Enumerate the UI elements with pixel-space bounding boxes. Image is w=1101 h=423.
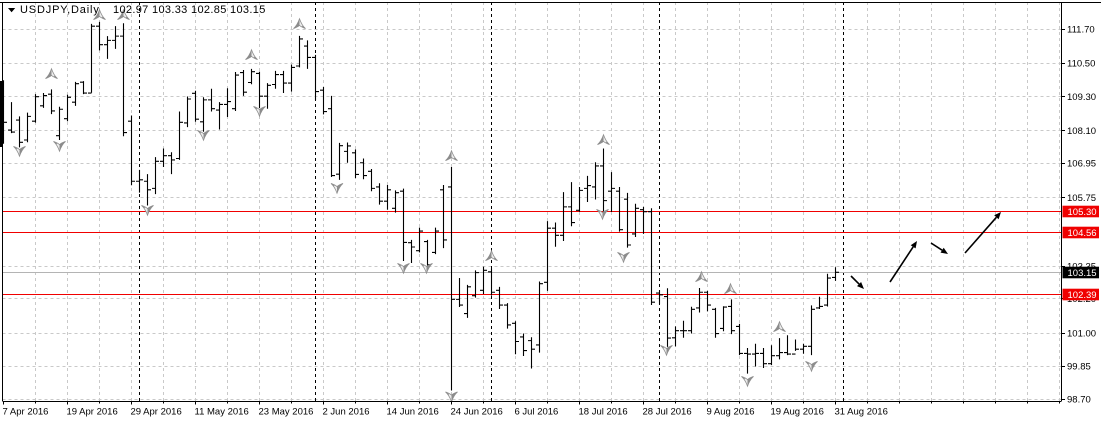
svg-text:19 Aug 2016: 19 Aug 2016 <box>771 407 824 418</box>
svg-text:9 Aug 2016: 9 Aug 2016 <box>707 407 755 418</box>
svg-text:104.56: 104.56 <box>1068 228 1097 239</box>
svg-text:28 Jul 2016: 28 Jul 2016 <box>643 407 692 418</box>
svg-text:105.30: 105.30 <box>1068 207 1097 218</box>
svg-text:108.10: 108.10 <box>1067 126 1096 137</box>
svg-text:111.70: 111.70 <box>1067 24 1095 35</box>
svg-text:106.95: 106.95 <box>1067 158 1096 169</box>
svg-text:31 Aug 2016: 31 Aug 2016 <box>835 407 888 418</box>
svg-text:102.97 103.33 102.85 103.15: 102.97 103.33 102.85 103.15 <box>113 4 266 16</box>
svg-text:101.00: 101.00 <box>1067 328 1096 339</box>
svg-text:6 Jul 2016: 6 Jul 2016 <box>515 407 559 418</box>
svg-text:19 Apr 2016: 19 Apr 2016 <box>67 407 118 418</box>
svg-text:98.70: 98.70 <box>1067 395 1091 406</box>
svg-text:18 Jul 2016: 18 Jul 2016 <box>579 407 628 418</box>
svg-text:99.85: 99.85 <box>1067 362 1091 373</box>
svg-text:110.50: 110.50 <box>1067 59 1095 70</box>
svg-text:2 Jun 2016: 2 Jun 2016 <box>323 407 370 418</box>
svg-text:7 Apr 2016: 7 Apr 2016 <box>3 407 49 418</box>
svg-text:24 Jun 2016: 24 Jun 2016 <box>451 407 503 418</box>
svg-text:29 Apr 2016: 29 Apr 2016 <box>131 407 182 418</box>
svg-text:102.39: 102.39 <box>1068 290 1097 301</box>
svg-text:109.30: 109.30 <box>1067 92 1096 103</box>
svg-text:11 May 2016: 11 May 2016 <box>195 407 249 418</box>
svg-text:14 Jun 2016: 14 Jun 2016 <box>387 407 439 418</box>
svg-text:105.75: 105.75 <box>1067 193 1096 204</box>
svg-text:23 May 2016: 23 May 2016 <box>259 407 314 418</box>
svg-text:103.15: 103.15 <box>1068 268 1097 279</box>
svg-text:USDJPY,Daily: USDJPY,Daily <box>20 4 100 16</box>
